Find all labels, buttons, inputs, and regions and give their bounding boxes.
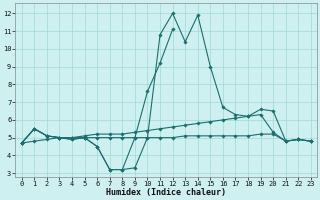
X-axis label: Humidex (Indice chaleur): Humidex (Indice chaleur)	[106, 188, 226, 197]
